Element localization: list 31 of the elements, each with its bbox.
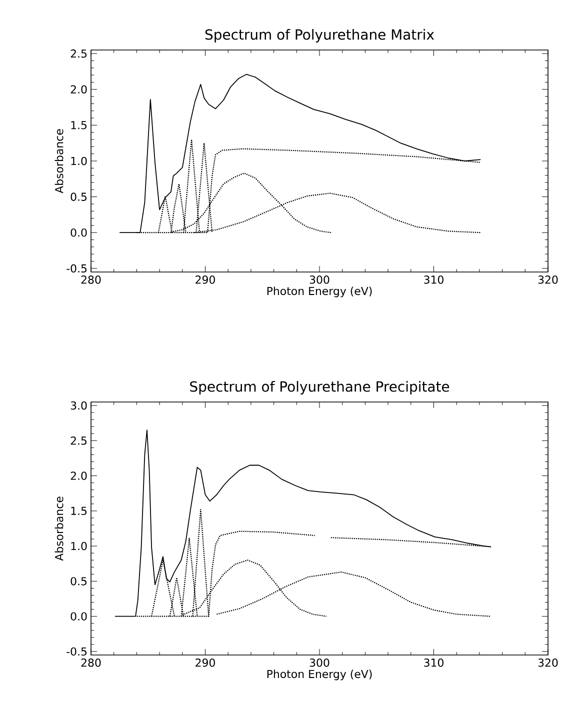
y-tick-label: 2.0 (70, 472, 87, 480)
x-tick-label: 300 (310, 658, 330, 667)
x-tick-label: 290 (196, 658, 215, 667)
chart-title: Spectrum of Polyurethane Matrix (205, 29, 434, 42)
y-tick-label: -0.5 (66, 264, 87, 273)
y-tick-label: 0.0 (70, 612, 87, 620)
y-tick-label: 3.0 (70, 401, 87, 410)
x-tick-label: 280 (81, 276, 101, 284)
x-tick-label: 280 (81, 658, 101, 667)
x-tick-label: 310 (424, 276, 444, 284)
x-tick-label: 310 (424, 658, 444, 667)
chart-title: Spectrum of Polyurethane Precipitate (190, 381, 450, 395)
y-tick-label: -0.5 (66, 647, 87, 656)
y-tick-label: 1.0 (71, 542, 87, 550)
x-axis-title: Photon Energy (eV) (267, 670, 372, 680)
x-tick-label: 320 (538, 658, 558, 667)
y-tick-label: 1.0 (71, 156, 87, 166)
x-tick-label: 320 (538, 276, 558, 284)
x-tick-label: 290 (196, 276, 215, 284)
y-tick-label: 2.0 (70, 85, 87, 94)
y-tick-label: 0.0 (70, 228, 87, 237)
y-tick-label: 1.5 (71, 506, 87, 515)
y-axis-title: Absorbance (54, 496, 64, 561)
x-tick-label: 300 (310, 276, 330, 284)
y-axis-title: Absorbance (54, 129, 64, 194)
y-tick-label: 1.5 (71, 121, 87, 130)
y-tick-label: 0.5 (70, 192, 87, 201)
x-axis-title: Photon Energy (eV) (267, 286, 372, 298)
y-tick-label: 0.5 (70, 577, 87, 586)
y-tick-label: 2.5 (70, 436, 87, 445)
y-tick-label: 2.5 (70, 49, 87, 58)
